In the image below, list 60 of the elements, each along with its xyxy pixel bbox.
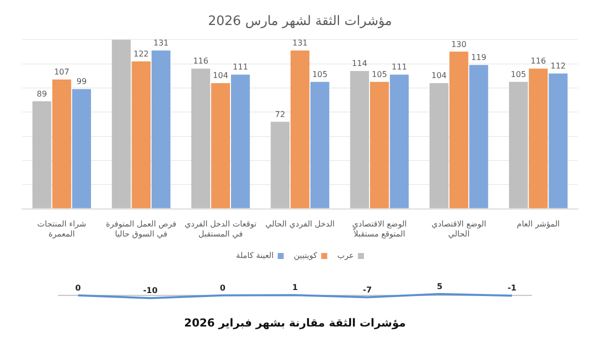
data-label: -1 [508,284,517,293]
data-label: 116 [530,56,546,66]
data-label: 5 [436,282,443,292]
x-tick-label: الوضع الاقتصادي الحالي [432,220,486,238]
x-tick-label: الوضع الاقتصادي المتوقع مستقبلاً [352,220,407,238]
data-label: 122 [134,49,149,58]
data-label: 114 [352,59,368,68]
data-label: 105 [312,70,328,79]
data-label: 89 [36,89,47,98]
bar [132,61,151,208]
bar [508,82,528,208]
x-tick-label: شراء المنتجات المعمرة [37,220,86,238]
bar [430,83,448,208]
data-label: 116 [193,56,208,66]
bar [152,50,170,208]
data-label: 130 [451,40,466,49]
data-label: 111 [392,62,407,72]
bar [528,68,548,208]
data-label: 0 [75,283,82,292]
bar [230,74,250,208]
data-label: 99 [76,77,87,86]
bar [390,74,409,208]
legend-label: العينة كاملة [236,251,274,260]
bar [310,82,330,208]
bar [548,73,568,208]
bar [290,50,310,208]
data-label: 0 [220,283,226,292]
bar [72,89,92,208]
data-label: 104 [212,71,228,80]
data-label: 105 [372,70,388,79]
legend-label: كويتيين [294,251,318,260]
data-label: -10 [143,286,158,296]
x-tick-label: توقعات الدخل الفردي في المستقبل [184,220,257,238]
data-label: 131 [292,38,308,48]
bar [52,79,72,208]
bar [191,68,210,208]
x-tick-label: الدخل الفردي الحالي [265,220,335,229]
x-tick-label: المؤشر العام [516,220,560,229]
x-tick-label: فرص العمل المتوفرة في السوق حاليا [106,220,177,238]
chart-title: مؤشرات الثقة لشهر مارس 2026 [208,14,392,30]
bar [112,40,131,208]
bar [370,82,389,208]
data-label: 104 [431,71,447,80]
bar [350,71,370,208]
bar [211,83,230,208]
data-label: 131 [153,38,169,48]
data-label: 119 [471,53,486,62]
bar [449,52,468,208]
text: مؤشرات الثقة مقارنة بشهر فبراير 2026 [184,316,406,330]
data-label: 111 [232,62,248,72]
data-label: 1 [292,283,298,292]
data-label: 105 [510,70,526,79]
data-label: -7 [362,285,372,294]
bar [32,101,52,208]
legend-label: عرب [337,251,354,260]
bar [469,64,488,208]
data-label: 112 [550,62,566,71]
data-label: 107 [54,68,70,77]
data-label: 72 [275,110,286,119]
bar [270,122,290,208]
